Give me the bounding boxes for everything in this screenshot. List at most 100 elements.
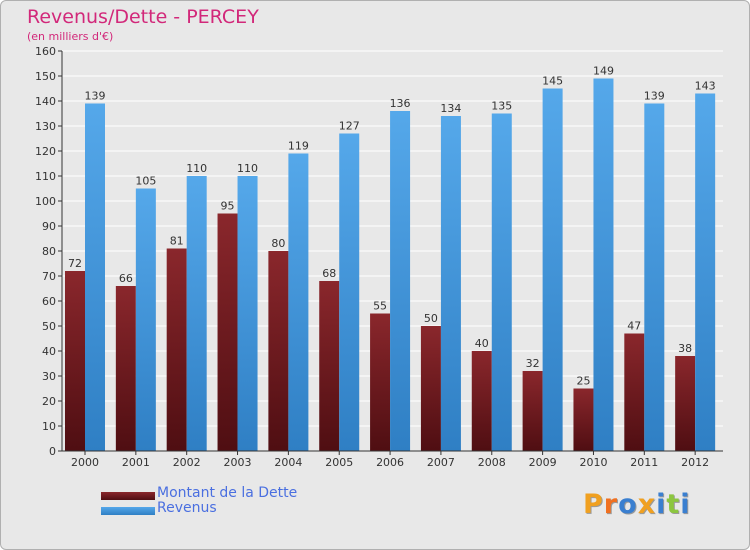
y-tick-label: 0	[49, 445, 56, 458]
y-tick-label: 70	[42, 270, 56, 283]
x-tick-label-2002: 2002	[173, 456, 201, 469]
bar-debt-2012	[675, 356, 696, 451]
logo-letter: r	[603, 489, 619, 520]
chart-subtitle: (en milliers d'€)	[27, 30, 114, 43]
data-label-revenue-2008: 135	[491, 100, 512, 113]
x-tick-label-2001: 2001	[122, 456, 150, 469]
data-label-debt-2008: 40	[475, 337, 489, 350]
bar-revenue-2008	[491, 113, 512, 451]
logo-letter: P	[583, 489, 604, 520]
legend-label-revenue: Revenus	[157, 500, 217, 516]
y-tick-label: 20	[42, 395, 56, 408]
bar-revenue-2010	[593, 78, 614, 451]
bar-revenue-2006	[390, 111, 411, 451]
data-label-debt-2007: 50	[424, 312, 438, 325]
logo-letter: i	[656, 489, 667, 520]
data-label-revenue-2010: 149	[593, 65, 614, 78]
y-tick-label: 120	[35, 145, 56, 158]
data-label-debt-2000: 72	[68, 257, 82, 270]
data-label-revenue-2007: 134	[440, 102, 461, 115]
data-label-revenue-2005: 127	[339, 120, 360, 133]
data-label-debt-2006: 55	[373, 300, 387, 313]
y-tick-label: 30	[42, 370, 56, 383]
x-tick-label-2000: 2000	[71, 456, 99, 469]
bar-revenue-2007	[440, 116, 461, 451]
logo-letter: i	[680, 489, 691, 520]
bar-revenue-2002	[186, 176, 207, 451]
data-label-debt-2012: 38	[678, 342, 692, 355]
bar-debt-2002	[166, 248, 187, 451]
y-tick-label: 130	[35, 120, 56, 133]
bar-debt-2007	[420, 326, 441, 451]
bar-revenue-2005	[339, 133, 360, 451]
legend-swatch-debt	[101, 492, 155, 500]
y-tick-label: 160	[35, 45, 56, 58]
data-label-revenue-2006: 136	[390, 97, 411, 110]
x-tick-label-2007: 2007	[427, 456, 455, 469]
bar-debt-2008	[471, 351, 492, 451]
y-tick-label: 110	[35, 170, 56, 183]
data-label-revenue-2003: 110	[237, 162, 258, 175]
data-label-revenue-2009: 145	[542, 75, 563, 88]
data-label-debt-2005: 68	[322, 267, 336, 280]
logo-letter: o	[618, 489, 638, 520]
x-tick-label-2003: 2003	[224, 456, 252, 469]
y-tick-label: 140	[35, 95, 56, 108]
bar-debt-2009	[522, 371, 543, 451]
bar-debt-2004	[268, 251, 289, 451]
bar-revenue-2000	[85, 103, 105, 451]
x-tick-label-2012: 2012	[681, 456, 709, 469]
y-tick-label: 90	[42, 220, 56, 233]
y-tick-label: 60	[42, 295, 56, 308]
x-tick-label-2008: 2008	[478, 456, 506, 469]
data-label-debt-2001: 66	[119, 272, 133, 285]
bar-debt-2000	[65, 271, 85, 451]
bar-revenue-2012	[695, 93, 716, 451]
x-tick-label-2005: 2005	[325, 456, 353, 469]
bar-debt-2005	[319, 281, 340, 451]
data-label-debt-2011: 47	[627, 320, 641, 333]
data-label-revenue-2012: 143	[695, 80, 716, 93]
data-label-debt-2002: 81	[170, 235, 184, 248]
axis-layer: 0 10 20 30 40 50 60 70 80 90 100 110 120 130 140 150 160…	[35, 45, 723, 469]
x-tick-label-2011: 2011	[630, 456, 658, 469]
y-tick-label: 50	[42, 320, 56, 333]
data-label-debt-2009: 32	[526, 357, 540, 370]
bar-debt-2010	[573, 388, 594, 451]
data-label-revenue-2011: 139	[644, 90, 665, 103]
bar-debt-2001	[115, 286, 136, 451]
labels-layer: 72 139 66 105 81 110 95 110 80 119 68 127 55 136 50 134…	[68, 65, 716, 388]
x-tick-label-2004: 2004	[274, 456, 302, 469]
data-label-revenue-2001: 105	[135, 175, 156, 188]
bars-layer	[65, 78, 716, 451]
y-tick-label: 10	[42, 420, 56, 433]
bar-revenue-2001	[135, 188, 156, 451]
data-label-debt-2010: 25	[576, 375, 590, 388]
proxiti-logo: Proxiti	[583, 489, 691, 520]
bar-debt-2006	[370, 313, 391, 451]
x-tick-label-2010: 2010	[579, 456, 607, 469]
x-tick-label-2006: 2006	[376, 456, 404, 469]
data-label-revenue-2000: 139	[85, 90, 106, 103]
chart-title: Revenus/Dette - PERCEY	[27, 6, 259, 28]
data-label-revenue-2002: 110	[186, 162, 207, 175]
data-label-debt-2004: 80	[271, 237, 285, 250]
bar-debt-2003	[217, 213, 238, 451]
y-tick-label: 40	[42, 345, 56, 358]
y-tick-label: 150	[35, 70, 56, 83]
y-tick-label: 100	[35, 195, 56, 208]
y-tick-label: 80	[42, 245, 56, 258]
bar-revenue-2003	[237, 176, 258, 451]
data-label-debt-2003: 95	[221, 200, 235, 213]
logo-letter: t	[666, 489, 681, 520]
logo-letter: x	[637, 489, 657, 520]
x-tick-label-2009: 2009	[529, 456, 557, 469]
legend-swatch-revenue	[101, 507, 155, 515]
data-label-revenue-2004: 119	[288, 140, 309, 153]
bar-revenue-2011	[644, 103, 665, 451]
bar-revenue-2009	[542, 88, 563, 451]
bar-debt-2011	[624, 333, 645, 451]
bar-revenue-2004	[288, 153, 309, 451]
